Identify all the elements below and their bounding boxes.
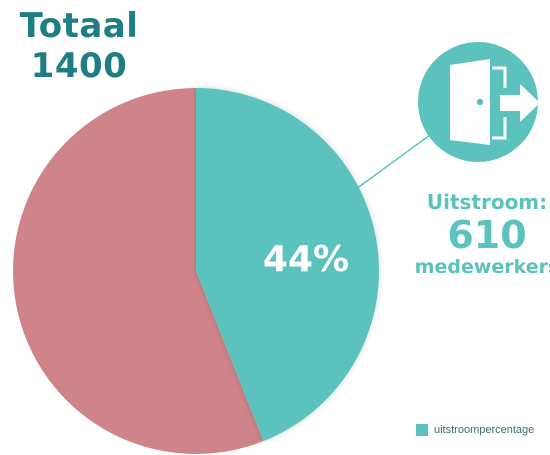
legend: uitstroompercentage [416, 424, 534, 436]
pie-slices [13, 88, 380, 455]
outflow-unit: medewerkers [414, 256, 550, 278]
pie-slice-outflow [196, 88, 380, 442]
legend-label: uitstroompercentage [434, 424, 535, 436]
outflow-value: 610 [447, 213, 527, 257]
pie-slice-remaining [13, 88, 264, 455]
door-exit-icon [418, 42, 540, 162]
outflow-label: Uitstroom: [426, 190, 548, 214]
total-title: Totaal 1400 [14, 6, 144, 86]
connector-line [355, 134, 431, 190]
total-label: Totaal [19, 6, 139, 46]
slice-percent-label: 44% [263, 239, 349, 280]
outflow-summary: Uitstroom: 610 medewerkers [402, 190, 550, 278]
legend-swatch [416, 424, 428, 436]
total-value: 1400 [30, 46, 128, 86]
